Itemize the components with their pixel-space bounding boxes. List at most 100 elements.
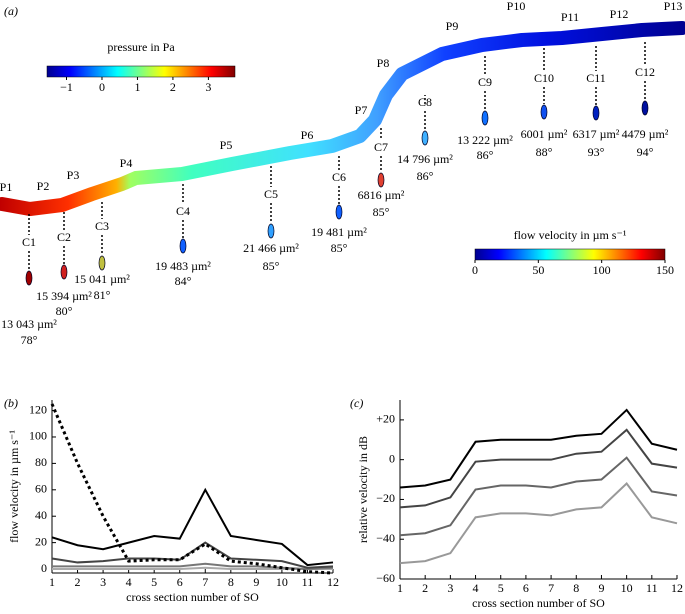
colorbar-tick-label: 50 (532, 263, 544, 277)
point-label: P3 (67, 168, 80, 182)
data-line (51, 487, 334, 567)
colorbar-tick-label: 0 (472, 263, 478, 277)
panel-label: (a) (4, 4, 18, 18)
colorbar-title: flow velocity in µm s⁻¹ (514, 228, 627, 242)
cross-section-shape (98, 255, 106, 271)
panel-label: (c) (350, 396, 363, 410)
cross-section-label: C3 (95, 219, 109, 233)
point-label: P4 (120, 156, 133, 170)
colorbar-tick-label: −1 (60, 80, 73, 94)
y-tick-label: 20 (35, 534, 47, 548)
cross-section-label: C8 (418, 95, 432, 109)
cross-section-angle: 78° (21, 333, 38, 347)
cross-section-label: C5 (264, 187, 278, 201)
x-tick-label: 3 (100, 575, 106, 589)
data-line (399, 408, 678, 489)
x-tick-label: 8 (228, 575, 234, 589)
y-tick-label: 0 (389, 451, 395, 465)
x-tick-label: 12 (671, 581, 683, 595)
x-tick-label: 1 (49, 575, 55, 589)
point-label: P13 (664, 0, 683, 13)
colorbar-tick-label: 3 (205, 80, 211, 94)
cross-section-area: 15 394 µm² (36, 289, 92, 303)
cross-section-shape (377, 172, 385, 188)
cross-section-area: 6001 µm² (521, 127, 568, 141)
x-tick-label: 2 (422, 581, 428, 595)
cross-section-area: 19 481 µm² (311, 225, 367, 239)
y-tick-label: −20 (376, 491, 395, 505)
x-tick-label: 9 (253, 575, 259, 589)
cross-section-label: C12 (635, 65, 655, 79)
point-label: P5 (220, 138, 233, 152)
cross-section-angle: 86° (417, 169, 434, 183)
cross-section-area: 13 043 µm² (1, 317, 57, 331)
colorbar (474, 248, 666, 261)
cross-section-label: C2 (57, 230, 71, 244)
cross-section-shape (421, 130, 429, 146)
x-tick-label: 10 (276, 575, 288, 589)
x-tick-label: 8 (573, 581, 579, 595)
y-tick-label: 80 (35, 455, 47, 469)
cross-section-shape (641, 100, 649, 116)
x-tick-label: 4 (473, 581, 479, 595)
x-axis-label: cross section number of SO (472, 596, 605, 610)
x-tick-label: 7 (202, 575, 208, 589)
cross-section-shape (60, 264, 68, 280)
point-label: P12 (610, 7, 629, 21)
cross-section-area: 19 483 µm² (155, 259, 211, 273)
cross-section-shape (25, 270, 33, 286)
colorbar-tick-label: 100 (593, 263, 611, 277)
x-tick-label: 10 (621, 581, 633, 595)
cross-section-shape (540, 104, 548, 120)
y-tick-label: −60 (376, 571, 395, 585)
cross-section-label: C6 (332, 170, 346, 184)
point-label: P11 (561, 10, 579, 24)
point-label: P8 (377, 56, 390, 70)
y-axis-label: relative velocity in dB (356, 436, 370, 543)
x-tick-label: 11 (302, 575, 314, 589)
colorbar (46, 65, 236, 78)
point-label: P7 (355, 103, 368, 117)
cross-section-angle: 85° (331, 241, 348, 255)
y-tick-label: +20 (376, 412, 395, 426)
x-tick-label: 7 (548, 581, 554, 595)
x-tick-label: 6 (177, 575, 183, 589)
x-tick-label: 4 (126, 575, 132, 589)
colorbar-tick-label: 150 (656, 263, 674, 277)
cross-section-area: 14 796 µm² (397, 152, 453, 166)
cross-section-angle: 94° (637, 145, 654, 159)
point-label: P1 (0, 180, 12, 194)
y-tick-label: 0 (41, 561, 47, 575)
cross-section-area: 4479 µm² (622, 127, 669, 141)
cross-section-angle: 81° (94, 288, 111, 302)
cross-section-angle: 93° (588, 145, 605, 159)
cross-section-label: C7 (374, 140, 388, 154)
cross-section-area: 6816 µm² (358, 188, 405, 202)
point-label: P6 (301, 128, 314, 142)
cross-section-area: 13 222 µm² (457, 133, 513, 147)
x-tick-label: 1 (397, 581, 403, 595)
cross-section-label: C11 (586, 71, 606, 85)
cross-section-shape (481, 110, 489, 126)
colorbar-tick-label: 2 (170, 80, 176, 94)
cross-section-shape (267, 223, 275, 239)
data-line (51, 541, 334, 569)
x-tick-label: 6 (523, 581, 529, 595)
y-tick-label: 120 (29, 402, 47, 416)
cross-section-shape (179, 238, 187, 254)
x-tick-label: 5 (151, 575, 157, 589)
cross-section-angle: 86° (477, 148, 494, 162)
cross-section-angle: 84° (175, 274, 192, 288)
cross-section-area: 15 041 µm² (74, 272, 130, 286)
cross-section-angle: 88° (536, 145, 553, 159)
cross-section-shape (335, 204, 343, 220)
x-tick-label: 3 (447, 581, 453, 595)
y-tick-label: −40 (376, 531, 395, 545)
cross-section-area: 21 466 µm² (243, 241, 299, 255)
cross-section-shape (592, 105, 600, 121)
x-tick-label: 12 (327, 575, 339, 589)
data-line (399, 482, 678, 565)
cross-section-area: 6317 µm² (573, 127, 620, 141)
colorbar-tick-label: 0 (99, 80, 105, 94)
panel-label: (b) (4, 396, 18, 410)
